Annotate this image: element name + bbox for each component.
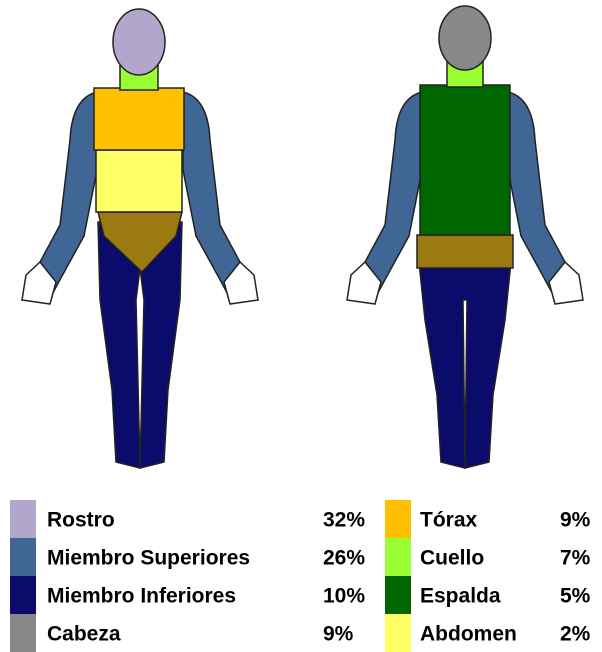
legend-swatch bbox=[385, 576, 411, 614]
legend-swatch bbox=[10, 500, 36, 538]
buttocks bbox=[417, 235, 513, 268]
back-figure bbox=[347, 6, 583, 468]
legend-label: Rostro bbox=[47, 509, 115, 532]
region-legs bbox=[419, 262, 511, 468]
region-face bbox=[113, 9, 165, 75]
legend-swatch bbox=[10, 538, 36, 576]
region-head bbox=[439, 6, 491, 70]
legend-label: Miembro Inferiores bbox=[47, 585, 236, 608]
legend-value: 2% bbox=[560, 623, 591, 646]
legend-label: Tórax bbox=[420, 509, 478, 532]
legend-label: Cuello bbox=[420, 547, 484, 570]
legend-value: 9% bbox=[560, 509, 591, 532]
legend-label: Miembro Superiores bbox=[47, 547, 250, 570]
legend-value: 7% bbox=[560, 547, 591, 570]
legend-label: Abdomen bbox=[420, 623, 517, 646]
legend: Rostro 32% Miembro Superiores 26% Miembro In… bbox=[10, 500, 591, 652]
legend-swatch bbox=[385, 500, 411, 538]
region-abdomen bbox=[96, 150, 182, 212]
legend-value: 26% bbox=[323, 547, 365, 570]
legend-value: 9% bbox=[323, 623, 354, 646]
legend-value: 5% bbox=[560, 585, 591, 608]
legend-swatch bbox=[385, 538, 411, 576]
legend-value: 32% bbox=[323, 509, 365, 532]
legend-swatch bbox=[385, 614, 411, 652]
region-thorax bbox=[94, 88, 184, 150]
legend-label: Cabeza bbox=[47, 623, 121, 646]
body-diagram: Rostro 32% Miembro Superiores 26% Miembro In… bbox=[0, 0, 602, 652]
region-back bbox=[420, 85, 510, 235]
front-figure bbox=[22, 9, 258, 468]
legend-value: 10% bbox=[323, 585, 365, 608]
legend-swatch bbox=[10, 614, 36, 652]
legend-label: Espalda bbox=[420, 585, 501, 608]
legend-swatch bbox=[10, 576, 36, 614]
